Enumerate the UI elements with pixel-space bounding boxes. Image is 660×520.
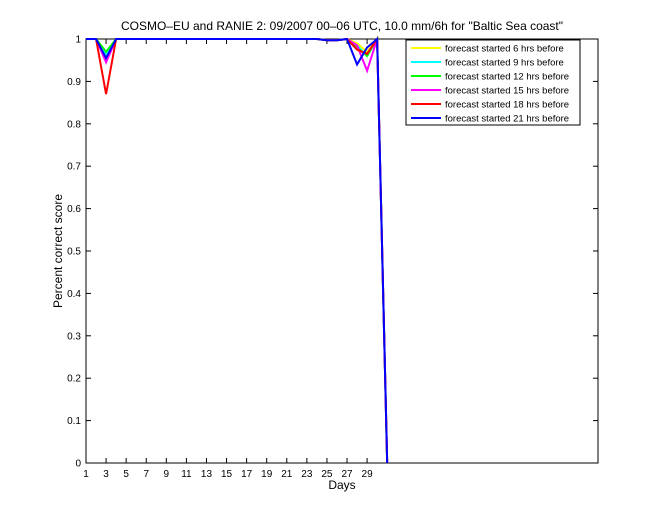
legend-label: forecast started 18 hrs before bbox=[445, 100, 569, 111]
legend: forecast started 6 hrs before forecast st… bbox=[405, 39, 581, 126]
y-tick-label: 0.2 bbox=[67, 374, 81, 385]
chart-title: COSMO–EU and RANIE 2: 09/2007 00–06 UTC,… bbox=[121, 19, 563, 33]
y-tick-label: 0.1 bbox=[67, 416, 81, 427]
legend-label: forecast started 9 hrs before bbox=[445, 58, 564, 69]
y-tick-label: 0.8 bbox=[67, 119, 81, 130]
y-tick-label: 0.5 bbox=[67, 247, 81, 258]
legend-label: forecast started 6 hrs before bbox=[445, 44, 564, 55]
x-axis-label: Days bbox=[328, 478, 355, 492]
legend-label: forecast started 12 hrs before bbox=[445, 72, 569, 83]
x-tick-label: 21 bbox=[281, 469, 293, 480]
y-tick-label: 0.4 bbox=[67, 289, 81, 300]
x-tick-label: 13 bbox=[201, 469, 213, 480]
x-tick-label: 27 bbox=[341, 469, 353, 480]
x-tick-label: 25 bbox=[321, 469, 333, 480]
x-tick-label: 19 bbox=[261, 469, 273, 480]
y-tick-label: 0.6 bbox=[67, 204, 81, 215]
y-axis-ticks: 0 0.1 0.2 0.3 0.4 0.5 0.6 0.7 0.8 0.9 1 bbox=[67, 35, 598, 470]
y-tick-label: 0.3 bbox=[67, 331, 81, 342]
x-tick-label: 17 bbox=[241, 469, 253, 480]
y-tick-label: 0.7 bbox=[67, 162, 81, 173]
x-tick-label: 9 bbox=[164, 469, 170, 480]
series-lines bbox=[86, 35, 389, 464]
series-line-6 bbox=[86, 36, 389, 464]
x-tick-label: 15 bbox=[221, 469, 233, 480]
x-tick-label: 23 bbox=[301, 469, 313, 480]
legend-label: forecast started 21 hrs before bbox=[445, 114, 569, 125]
x-tick-label: 5 bbox=[123, 469, 129, 480]
x-tick-label: 7 bbox=[143, 469, 149, 480]
y-tick-label: 0.9 bbox=[67, 77, 81, 88]
y-tick-label: 0 bbox=[75, 459, 81, 470]
legend-label: forecast started 15 hrs before bbox=[445, 86, 569, 97]
x-tick-label: 29 bbox=[362, 469, 374, 480]
legend-box bbox=[405, 39, 581, 126]
y-axis-label: Percent correct score bbox=[51, 194, 65, 308]
y-tick-label: 1 bbox=[75, 35, 81, 46]
x-tick-label: 1 bbox=[83, 469, 89, 480]
x-tick-label: 11 bbox=[181, 469, 192, 480]
x-tick-label: 3 bbox=[103, 469, 109, 480]
